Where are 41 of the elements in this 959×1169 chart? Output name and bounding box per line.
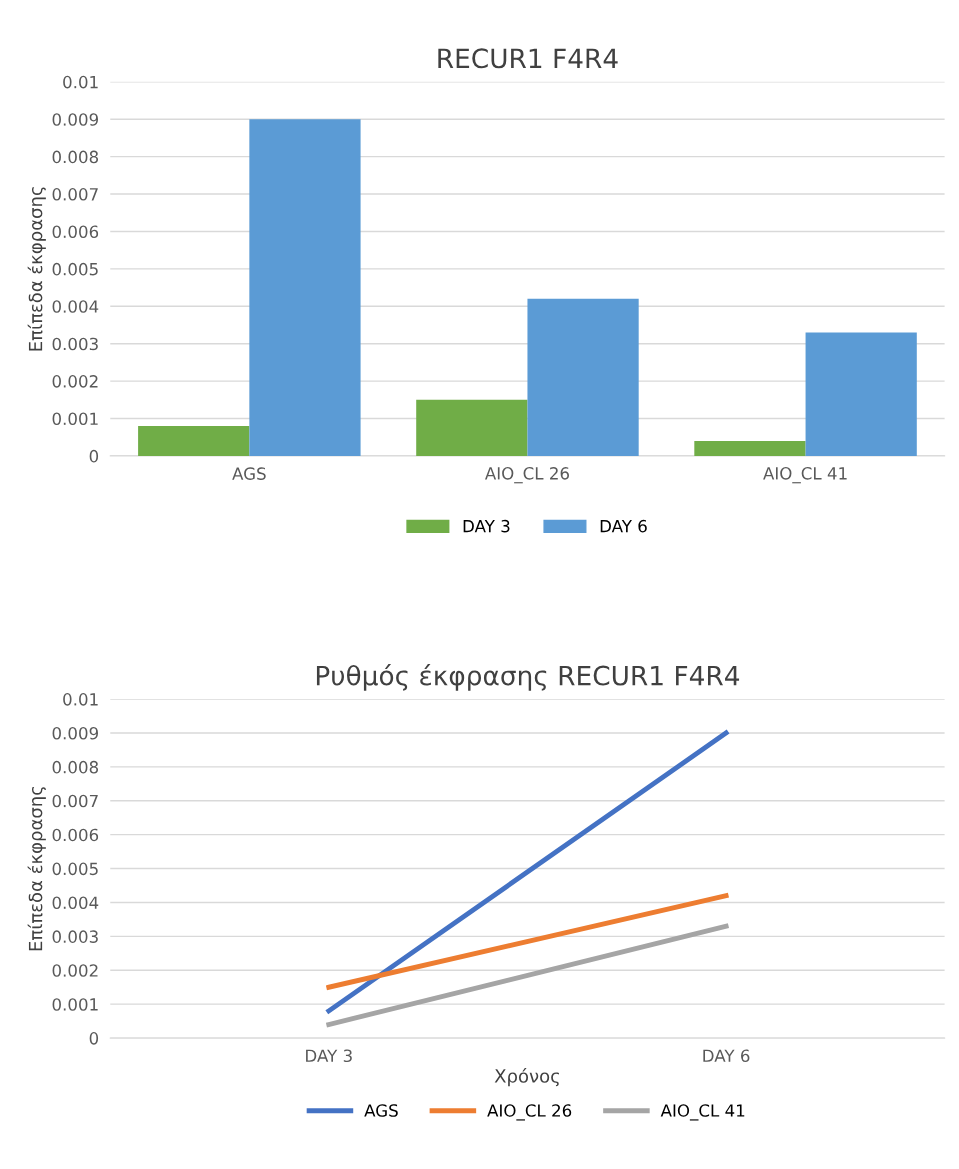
y-tick-label: 0.006 <box>52 828 99 842</box>
legend-label: DAY 3 <box>463 519 510 533</box>
y-tick-label: 0.001 <box>52 412 98 426</box>
legend-label: DAY 6 <box>600 519 647 533</box>
y-tick-label: 0.005 <box>52 862 98 876</box>
y-axis-title: Επίπεδα έκφρασης <box>27 786 46 951</box>
y-tick-label: 0.003 <box>52 337 98 351</box>
y-tick-label: 0.005 <box>52 262 98 276</box>
chart-title: RECUR1 F4R4 <box>438 48 618 69</box>
y-tick-label: 0.002 <box>52 964 98 977</box>
x-tick-label: AIO_CL 41 <box>763 467 847 484</box>
bar <box>249 119 361 456</box>
x-tick-label: AGS <box>232 467 266 480</box>
y-tick-label: 0.001 <box>52 998 98 1011</box>
legend-label: AIO_CL 26 <box>487 1104 572 1121</box>
chart-title: Ρυθμός έκφρασης RECUR1 F4R4 <box>316 664 740 691</box>
y-tick-label: 0.008 <box>52 150 99 164</box>
bar <box>527 298 639 456</box>
y-tick-label: 0.004 <box>52 300 99 313</box>
y-tick-label: 0.007 <box>52 794 98 808</box>
y-tick-label: 0.003 <box>52 930 98 943</box>
bar <box>416 399 528 456</box>
y-tick-label: 0.007 <box>52 188 98 201</box>
y-tick-label: 0.006 <box>52 225 99 239</box>
y-axis-title: Επίπεδα έκφρασης <box>27 187 46 351</box>
bar <box>694 440 806 456</box>
y-tick-label: 0.002 <box>52 375 98 388</box>
x-tick-label: AIO_CL 26 <box>484 467 569 484</box>
y-tick-label: 0 <box>89 449 99 463</box>
y-tick-label: 0.008 <box>52 760 99 774</box>
y-tick-label: 0.01 <box>63 75 98 89</box>
bar <box>138 425 250 456</box>
y-tick-label: 0.009 <box>52 726 98 740</box>
y-tick-label: 0 <box>89 1032 99 1045</box>
x-axis-title: Χρόνος <box>494 1068 559 1087</box>
legend-label: AGS <box>364 1104 398 1117</box>
bar <box>805 332 917 456</box>
y-tick-label: 0.004 <box>52 896 99 910</box>
legend-label: AIO_CL 41 <box>660 1104 745 1121</box>
y-tick-label: 0.01 <box>63 693 98 706</box>
y-tick-label: 0.009 <box>52 113 98 126</box>
